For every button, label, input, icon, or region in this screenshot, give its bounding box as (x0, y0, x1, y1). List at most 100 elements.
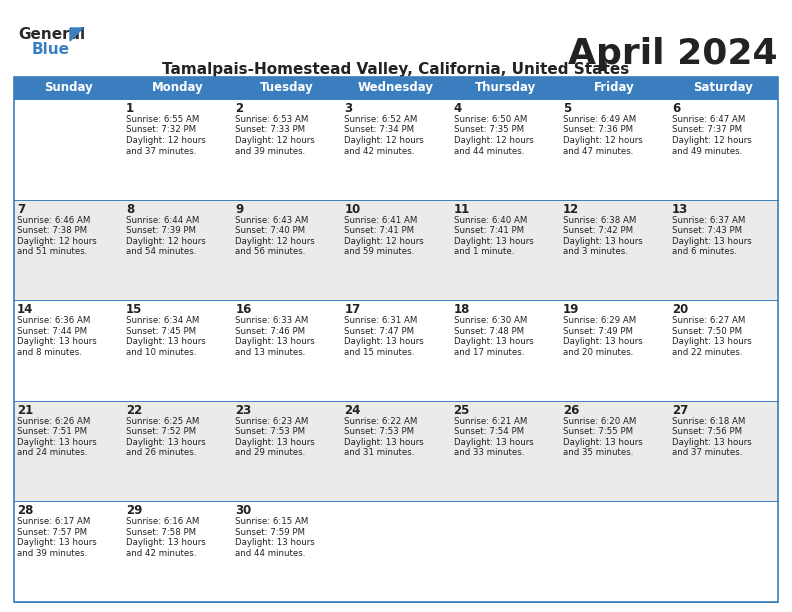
Text: Sunrise: 6:49 AM: Sunrise: 6:49 AM (562, 115, 636, 124)
Text: Sunrise: 6:29 AM: Sunrise: 6:29 AM (562, 316, 636, 325)
Text: 19: 19 (562, 303, 579, 316)
Text: Daylight: 13 hours: Daylight: 13 hours (17, 438, 97, 447)
Text: Sunset: 7:34 PM: Sunset: 7:34 PM (345, 125, 414, 135)
Text: Daylight: 13 hours: Daylight: 13 hours (345, 438, 425, 447)
Text: and 44 minutes.: and 44 minutes. (454, 146, 524, 155)
Text: 6: 6 (672, 102, 680, 115)
Text: Sunrise: 6:53 AM: Sunrise: 6:53 AM (235, 115, 309, 124)
Text: Sunset: 7:35 PM: Sunset: 7:35 PM (454, 125, 524, 135)
Text: General: General (18, 27, 85, 42)
Text: Sunrise: 6:36 AM: Sunrise: 6:36 AM (17, 316, 90, 325)
Text: Sunset: 7:59 PM: Sunset: 7:59 PM (235, 528, 305, 537)
Text: and 47 minutes.: and 47 minutes. (562, 146, 633, 155)
Text: Daylight: 13 hours: Daylight: 13 hours (454, 438, 533, 447)
Text: and 22 minutes.: and 22 minutes. (672, 348, 742, 357)
Text: Sunrise: 6:33 AM: Sunrise: 6:33 AM (235, 316, 309, 325)
Text: 29: 29 (126, 504, 143, 517)
Text: Thursday: Thursday (474, 81, 535, 94)
Text: and 13 minutes.: and 13 minutes. (235, 348, 306, 357)
Text: Sunrise: 6:30 AM: Sunrise: 6:30 AM (454, 316, 527, 325)
Text: Sunset: 7:41 PM: Sunset: 7:41 PM (345, 226, 414, 235)
Text: and 39 minutes.: and 39 minutes. (235, 146, 306, 155)
Text: 11: 11 (454, 203, 470, 215)
Text: Sunrise: 6:52 AM: Sunrise: 6:52 AM (345, 115, 418, 124)
Text: and 29 minutes.: and 29 minutes. (235, 449, 306, 457)
Text: and 1 minute.: and 1 minute. (454, 247, 514, 256)
Text: 22: 22 (126, 404, 143, 417)
Text: and 31 minutes.: and 31 minutes. (345, 449, 415, 457)
Text: Daylight: 13 hours: Daylight: 13 hours (126, 337, 206, 346)
Text: and 10 minutes.: and 10 minutes. (126, 348, 196, 357)
Text: Sunset: 7:42 PM: Sunset: 7:42 PM (562, 226, 633, 235)
Text: and 17 minutes.: and 17 minutes. (454, 348, 524, 357)
Bar (14, 401, 778, 501)
Text: Daylight: 13 hours: Daylight: 13 hours (235, 337, 315, 346)
Text: Daylight: 13 hours: Daylight: 13 hours (126, 539, 206, 547)
Bar (14, 501, 778, 602)
Text: 17: 17 (345, 303, 360, 316)
Text: 18: 18 (454, 303, 470, 316)
Text: Sunrise: 6:44 AM: Sunrise: 6:44 AM (126, 215, 200, 225)
Text: 30: 30 (235, 504, 252, 517)
Text: Sunrise: 6:50 AM: Sunrise: 6:50 AM (454, 115, 527, 124)
Text: Sunrise: 6:25 AM: Sunrise: 6:25 AM (126, 417, 200, 426)
Text: and 35 minutes.: and 35 minutes. (562, 449, 633, 457)
Text: Sunset: 7:49 PM: Sunset: 7:49 PM (562, 327, 633, 336)
Text: and 26 minutes.: and 26 minutes. (126, 449, 196, 457)
Text: Sunrise: 6:26 AM: Sunrise: 6:26 AM (17, 417, 90, 426)
Text: Daylight: 13 hours: Daylight: 13 hours (562, 438, 642, 447)
Text: 9: 9 (235, 203, 243, 215)
Text: Sunrise: 6:40 AM: Sunrise: 6:40 AM (454, 215, 527, 225)
Text: and 42 minutes.: and 42 minutes. (126, 549, 196, 558)
Text: 14: 14 (17, 303, 33, 316)
Text: Daylight: 13 hours: Daylight: 13 hours (454, 237, 533, 245)
Text: Sunset: 7:55 PM: Sunset: 7:55 PM (562, 427, 633, 436)
Text: 7: 7 (17, 203, 25, 215)
Text: Daylight: 13 hours: Daylight: 13 hours (672, 337, 752, 346)
Text: Daylight: 13 hours: Daylight: 13 hours (235, 539, 315, 547)
Text: Sunset: 7:39 PM: Sunset: 7:39 PM (126, 226, 196, 235)
Text: Sunset: 7:57 PM: Sunset: 7:57 PM (17, 528, 87, 537)
Text: 5: 5 (562, 102, 571, 115)
Text: Daylight: 12 hours: Daylight: 12 hours (126, 237, 206, 245)
Text: Sunset: 7:36 PM: Sunset: 7:36 PM (562, 125, 633, 135)
Text: 25: 25 (454, 404, 470, 417)
Text: 23: 23 (235, 404, 252, 417)
Text: Daylight: 13 hours: Daylight: 13 hours (345, 337, 425, 346)
Text: 1: 1 (126, 102, 135, 115)
Text: Sunrise: 6:47 AM: Sunrise: 6:47 AM (672, 115, 745, 124)
Text: and 49 minutes.: and 49 minutes. (672, 146, 742, 155)
Text: Daylight: 13 hours: Daylight: 13 hours (17, 539, 97, 547)
Text: Daylight: 12 hours: Daylight: 12 hours (562, 136, 642, 145)
Text: Sunset: 7:48 PM: Sunset: 7:48 PM (454, 327, 524, 336)
Text: and 51 minutes.: and 51 minutes. (17, 247, 87, 256)
Text: Daylight: 12 hours: Daylight: 12 hours (672, 136, 752, 145)
Text: Sunrise: 6:41 AM: Sunrise: 6:41 AM (345, 215, 418, 225)
Text: Sunrise: 6:23 AM: Sunrise: 6:23 AM (235, 417, 309, 426)
Text: Sunset: 7:56 PM: Sunset: 7:56 PM (672, 427, 742, 436)
Text: Daylight: 12 hours: Daylight: 12 hours (345, 136, 425, 145)
Text: and 44 minutes.: and 44 minutes. (235, 549, 306, 558)
Text: 10: 10 (345, 203, 360, 215)
Text: and 37 minutes.: and 37 minutes. (672, 449, 742, 457)
Text: 21: 21 (17, 404, 33, 417)
Text: Sunrise: 6:38 AM: Sunrise: 6:38 AM (562, 215, 636, 225)
Text: Sunrise: 6:34 AM: Sunrise: 6:34 AM (126, 316, 200, 325)
Text: 15: 15 (126, 303, 143, 316)
Text: Sunset: 7:38 PM: Sunset: 7:38 PM (17, 226, 87, 235)
Text: and 59 minutes.: and 59 minutes. (345, 247, 415, 256)
Text: Wednesday: Wednesday (358, 81, 434, 94)
Text: Sunset: 7:54 PM: Sunset: 7:54 PM (454, 427, 524, 436)
Text: 24: 24 (345, 404, 361, 417)
Text: Sunrise: 6:16 AM: Sunrise: 6:16 AM (126, 517, 200, 526)
Text: Daylight: 13 hours: Daylight: 13 hours (126, 438, 206, 447)
Polygon shape (70, 28, 83, 41)
Text: Daylight: 13 hours: Daylight: 13 hours (562, 237, 642, 245)
Text: Daylight: 13 hours: Daylight: 13 hours (17, 337, 97, 346)
Text: Daylight: 13 hours: Daylight: 13 hours (672, 237, 752, 245)
Text: Daylight: 13 hours: Daylight: 13 hours (235, 438, 315, 447)
Text: Sunset: 7:32 PM: Sunset: 7:32 PM (126, 125, 196, 135)
Text: and 54 minutes.: and 54 minutes. (126, 247, 196, 256)
Bar (14, 300, 778, 401)
Text: Daylight: 13 hours: Daylight: 13 hours (672, 438, 752, 447)
